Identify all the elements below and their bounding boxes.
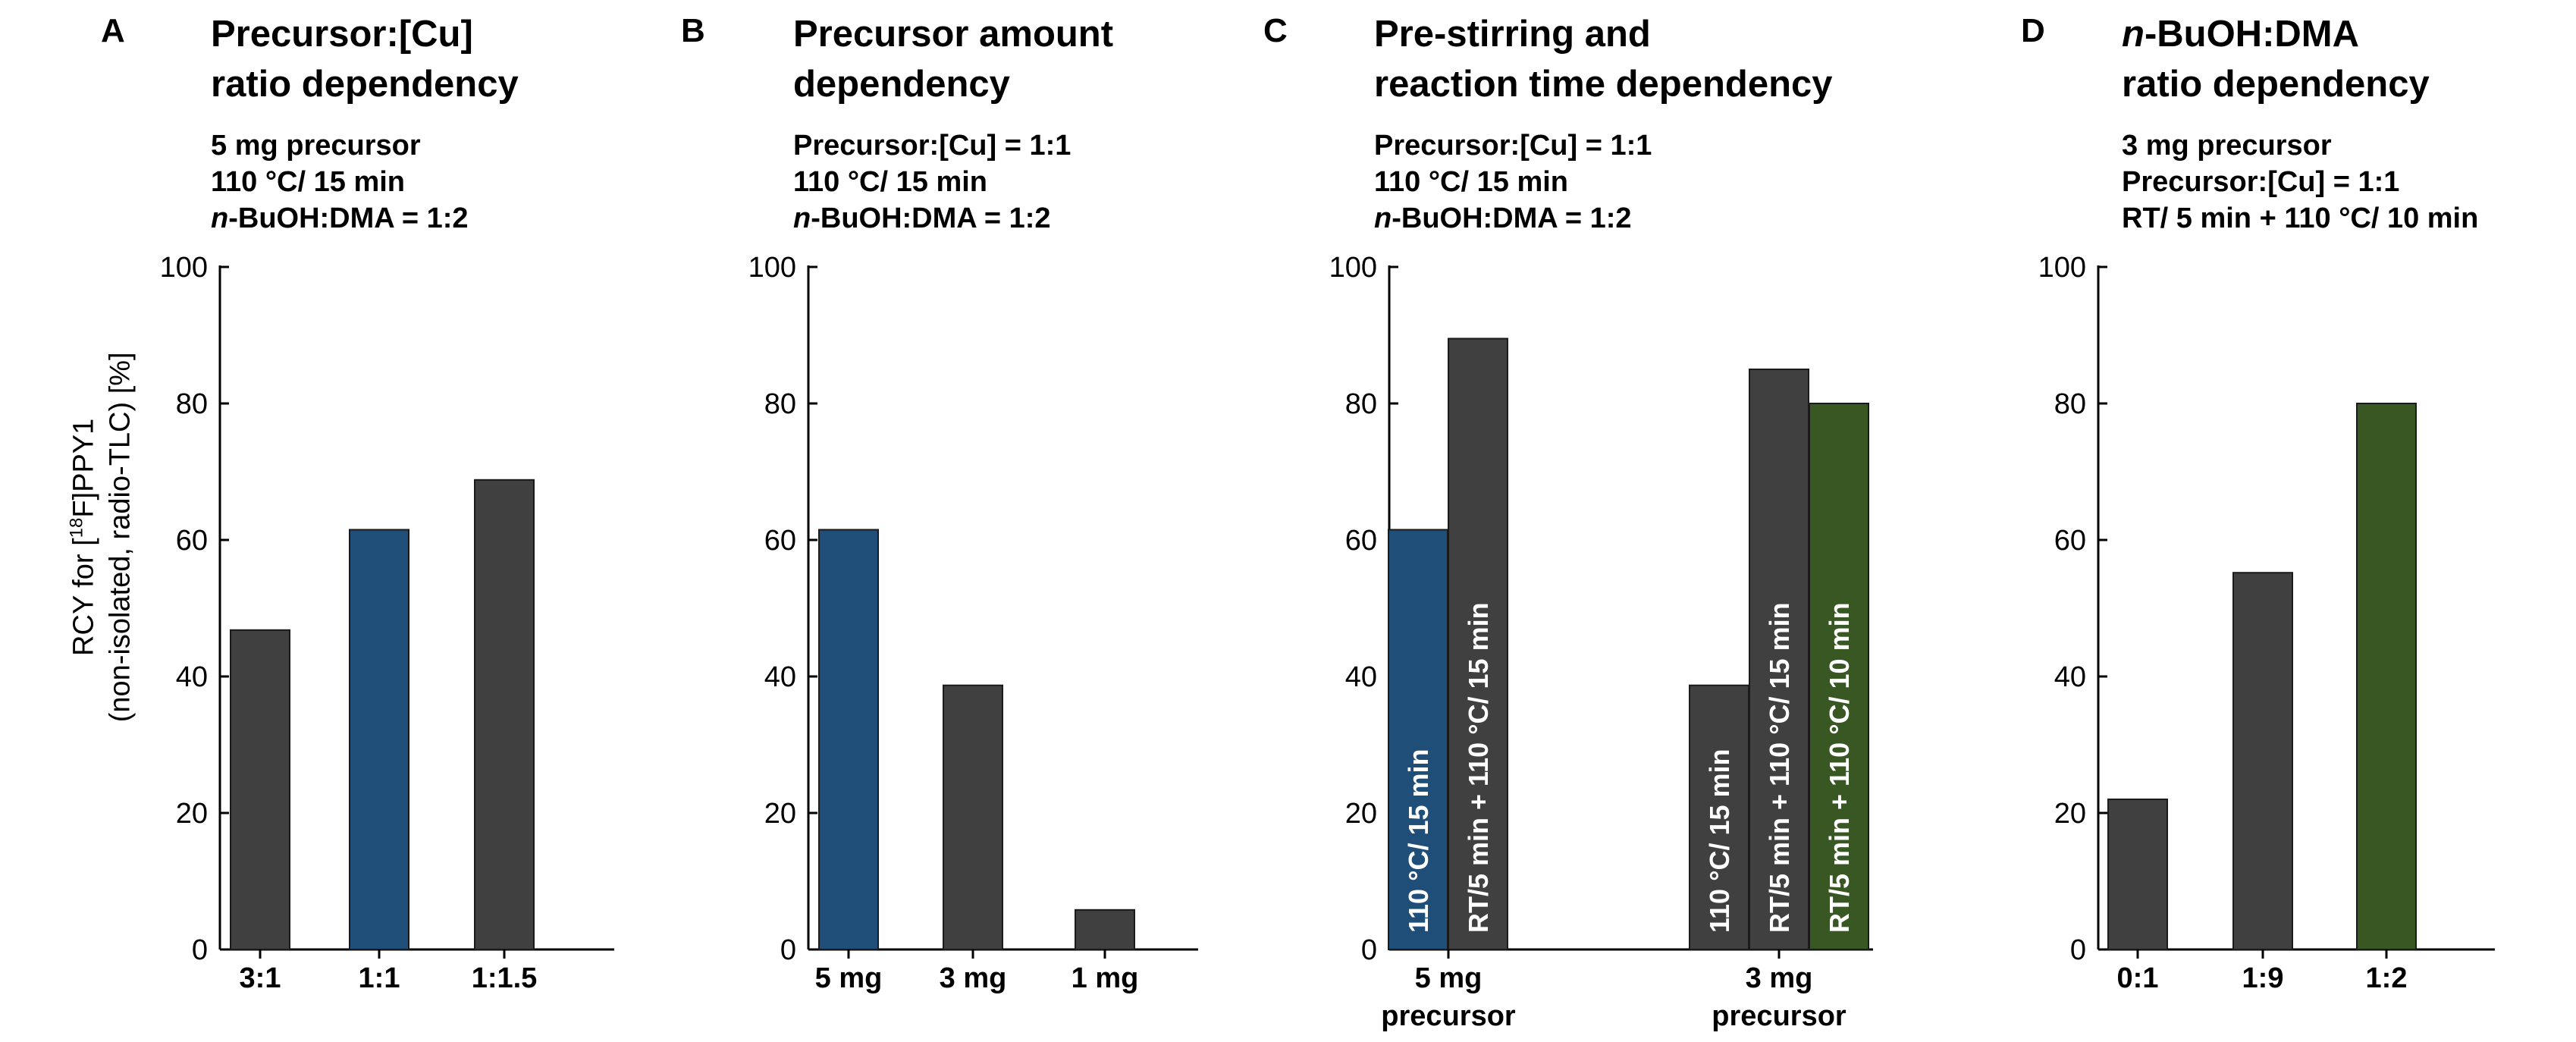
y-tick-label: 20 [1345,798,1377,830]
chart-d: 0 20 40 60 80 100 0:1 1:9 1:2 [2038,252,2495,994]
y-tick-label: 60 [176,525,208,557]
bar-label: RT/5 min + 110 °C/ 10 min [1824,602,1855,933]
bar [474,479,535,950]
y-tick-label: 0 [192,934,208,966]
y-tick-label: 40 [176,661,208,693]
y-tick-label: 0 [2070,934,2086,966]
bar [1388,529,1448,950]
conditions: 5 mg precursor 110 °C/ 15 min n-BuOH:DMA… [211,130,469,234]
chart-a: 0 20 40 60 80 100 3:1 1:1 1:1.5 [160,252,614,994]
y-tick-label: 0 [780,934,796,966]
bar [2356,403,2417,950]
bar-label: 110 °C/ 15 min [1704,749,1735,933]
x-tick-label: 1:2 [2366,962,2408,994]
bar [349,529,409,950]
panel-letter: A [101,12,125,49]
y-tick-label: 40 [1345,661,1377,693]
chart-b: 0 20 40 60 80 100 5 mg 3 mg 1 mg [748,252,1198,994]
y-tick-label: 80 [1345,388,1377,420]
bar-label: RT/5 min + 110 °C/ 15 min [1764,602,1795,933]
bar [1075,909,1135,951]
x-tick-label: 5 mg [815,962,883,994]
y-tick-label: 100 [160,252,208,284]
y-tick-label: 60 [2054,525,2086,557]
bar [1749,369,1809,950]
x-tick-label: 5 mg [1415,962,1483,994]
y-tick-label: 20 [2054,798,2086,830]
x-tick-label: 3:1 [240,962,281,994]
x-tick-label: 3 mg [940,962,1007,994]
x-tick-label: 1:1 [359,962,400,994]
y-tick-label: 80 [2054,388,2086,420]
x-tick-label: 1:1.5 [472,962,538,994]
x-tick-label: precursor [1381,1000,1516,1032]
y-tick-label: 80 [764,388,796,420]
x-tick-label: 1:9 [2242,962,2284,994]
x-tick-label: precursor [1712,1000,1846,1032]
bar-label: RT/5 min + 110 °C/ 15 min [1463,602,1494,933]
y-tick-label: 60 [764,525,796,557]
bar [943,684,1003,950]
bar [1809,403,1869,950]
bar-label: 110 °C/ 15 min [1403,749,1434,933]
bar [1448,337,1508,950]
panel-title: Precursor:[Cu] ratio dependency [211,14,519,105]
y-tick-label: 20 [176,798,208,830]
y-tick-label: 60 [1345,525,1377,557]
bar [1689,684,1749,950]
x-tick-label: 0:1 [2117,962,2159,994]
y-tick-label: 40 [2054,661,2086,693]
bar [818,529,879,950]
y-tick-label: 100 [1329,252,1377,284]
panel-a: A Precursor:[Cu] ratio dependency 5 mg p… [0,0,645,1042]
x-tick-label: 1 mg [1072,962,1139,994]
chart-c: 0 20 40 60 80 100 110 °C/ 15 min RT/5 min + 110… [1329,252,1873,1032]
y-tick-label: 0 [1361,934,1377,966]
bar [2107,799,2168,950]
y-tick-label: 20 [764,798,796,830]
y-tick-label: 80 [176,388,208,420]
bar [230,629,290,950]
bar [2232,572,2293,950]
y-tick-label: 40 [764,661,796,693]
y-tick-label: 100 [2038,252,2086,284]
x-tick-label: 3 mg [1746,962,1813,994]
y-tick-label: 100 [748,252,796,284]
